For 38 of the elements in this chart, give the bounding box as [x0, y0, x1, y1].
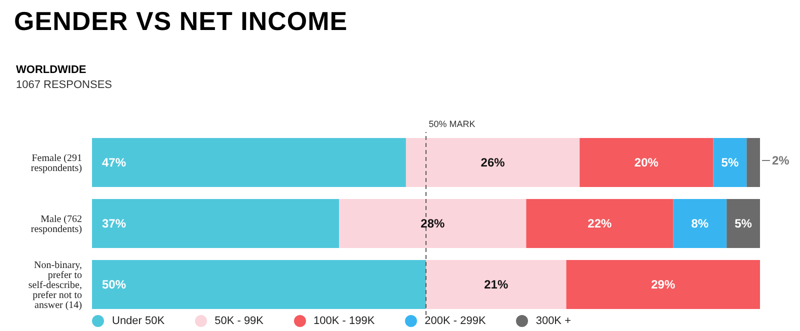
bar: [92, 199, 340, 248]
data-label: 20%: [634, 156, 659, 170]
data-label: 37%: [102, 216, 126, 230]
bar: [713, 138, 747, 187]
bar: [92, 260, 426, 309]
data-label: 47%: [102, 156, 126, 170]
bar: [746, 138, 760, 187]
bar: [673, 199, 727, 248]
y-tick-label: Non-binary, prefer to self-describe, prefer not to answer (14): [28, 260, 82, 312]
bar: [566, 260, 760, 309]
data-label: 5%: [721, 156, 739, 170]
data-label: 50%: [102, 278, 126, 292]
legend-label: 200K - 299K: [424, 315, 486, 327]
y-tick-label: Female (291 respondents): [30, 153, 82, 174]
text: 1067 RESPONSES: [16, 79, 112, 91]
legend-label: 300K +: [536, 315, 571, 327]
data-label: 28%: [420, 216, 446, 230]
bar: [426, 260, 566, 309]
bar: [726, 199, 760, 248]
data-label: 21%: [484, 278, 508, 292]
bar: [92, 138, 406, 187]
data-label: 29%: [651, 278, 676, 292]
data-label: 22%: [588, 216, 612, 230]
data-label: 8%: [691, 216, 709, 230]
y-tick-label: Male (762 respondents): [30, 214, 82, 236]
legend-label: 50K - 99K: [214, 315, 264, 327]
bar: [406, 138, 580, 187]
ref-line-label: 50% MARK: [428, 119, 476, 129]
chart-title: GENDER VS NET INCOME: [14, 6, 348, 37]
data-label: 2%: [772, 154, 790, 168]
bar: [580, 138, 714, 187]
bar: [526, 199, 674, 248]
data-label: 5%: [734, 216, 752, 230]
chart-subtitle: WORLDWIDE: [16, 64, 86, 76]
bar: [339, 199, 526, 248]
legend-label: 100K - 199K: [314, 315, 375, 327]
legend-label: Under 50K: [112, 315, 165, 327]
data-label: 26%: [480, 156, 506, 170]
